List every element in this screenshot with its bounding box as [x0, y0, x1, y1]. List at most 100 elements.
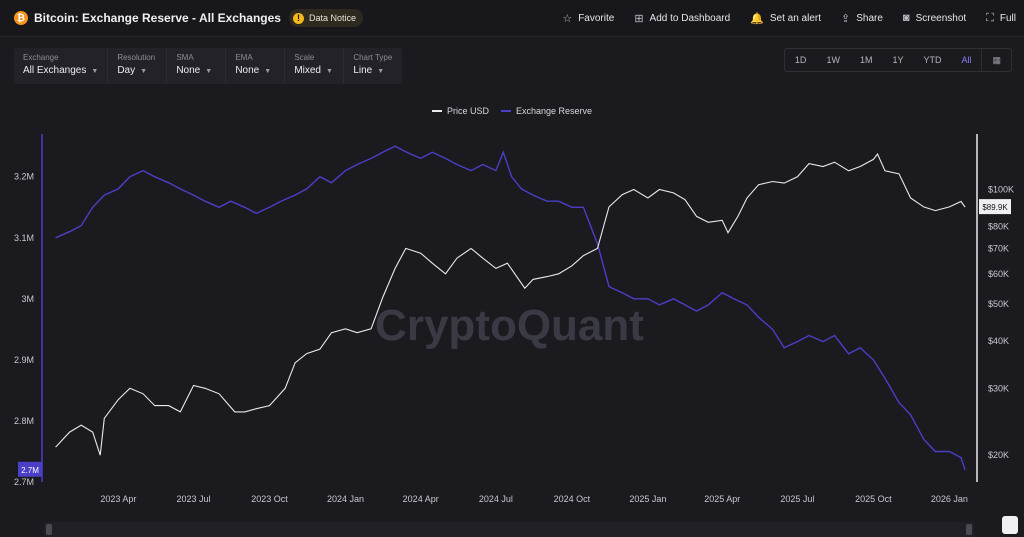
control-ema[interactable]: EMA None ▼ — [226, 48, 286, 84]
left-tick-label: 2.9M — [14, 355, 34, 365]
control-sma[interactable]: SMA None ▼ — [167, 48, 227, 84]
control-resolution[interactable]: Resolution Day ▼ — [108, 48, 168, 84]
action-label: Share — [856, 12, 883, 24]
range-all[interactable]: All — [961, 55, 972, 65]
warning-icon: ! — [292, 12, 304, 24]
range-1m[interactable]: 1M — [859, 55, 873, 65]
bell-icon: 🔔 — [750, 12, 764, 25]
data-notice-label: Data Notice — [308, 13, 357, 23]
top-bar: ₿ Bitcoin: Exchange Reserve - All Exchan… — [0, 0, 1024, 37]
right-tick-label: $30K — [988, 383, 1009, 393]
chart-navigator[interactable] — [44, 522, 974, 537]
legend-swatch-reserve — [500, 110, 511, 112]
control-value: None ▼ — [176, 65, 213, 76]
range-1w[interactable]: 1W — [826, 55, 840, 65]
right-tick-label: $60K — [988, 269, 1009, 279]
left-tick-label: 3.1M — [14, 233, 34, 243]
control-value: Day ▼ — [117, 65, 148, 76]
legend-exchange-reserve[interactable]: Exchange Reserve — [500, 106, 593, 116]
control-label: Scale — [294, 53, 315, 62]
left-tick-label: 2.7M — [14, 477, 34, 487]
control-chart-type[interactable]: Chart Type Line ▼ — [344, 48, 402, 84]
set-an-alert-button[interactable]: 🔔 Set an alert — [750, 12, 821, 25]
data-notice-button[interactable]: ! Data Notice — [288, 9, 364, 27]
chevron-down-icon: ▼ — [326, 68, 333, 75]
camera-icon: ◙ — [902, 12, 910, 24]
action-label: Full — [999, 12, 1016, 24]
control-label: SMA — [176, 53, 194, 62]
x-tick-label: 2023 Apr — [100, 494, 136, 504]
range-ytd[interactable]: YTD — [923, 55, 942, 65]
action-label: Screenshot — [915, 12, 967, 24]
left-tick-label: 3.2M — [14, 172, 34, 182]
navigator-handle-right[interactable] — [966, 524, 972, 535]
x-tick-label: 2023 Jul — [177, 494, 211, 504]
current-price-badge — [979, 199, 1011, 215]
page-title: Bitcoin: Exchange Reserve - All Exchange… — [34, 11, 281, 25]
current-price-label: $89.9K — [982, 203, 1008, 212]
x-tick-label: 2023 Oct — [251, 494, 288, 504]
current-reserve-label: 2.7M — [21, 466, 39, 475]
action-label: Set an alert — [769, 12, 822, 24]
range-selector: 1D 1W 1M 1Y YTD All ▦ — [783, 48, 1012, 72]
control-label: EMA — [235, 53, 253, 62]
right-tick-label: $80K — [988, 221, 1009, 231]
favorite-button[interactable]: ☆ Favorite — [562, 12, 614, 25]
bitcoin-icon: ₿ — [14, 11, 28, 25]
current-reserve-badge — [18, 461, 42, 477]
price-usd-line[interactable] — [55, 152, 966, 456]
control-label: Chart Type — [353, 53, 393, 62]
legend-swatch-price — [431, 110, 442, 112]
chart-canvas[interactable]: CryptoQuant3.2M3.1M3M2.9M2.8M2.7M$100K$9… — [0, 120, 1024, 520]
action-label: Favorite — [578, 12, 615, 24]
add-to-dashboard-button[interactable]: ⊞ Add to Dashboard — [634, 12, 730, 25]
right-tick-label: $50K — [988, 299, 1009, 309]
control-value: None ▼ — [235, 65, 272, 76]
right-tick-label: $40K — [988, 336, 1009, 346]
right-tick-label: $20K — [988, 450, 1009, 460]
navigator-handle-left[interactable] — [46, 524, 52, 535]
chevron-down-icon: ▼ — [264, 68, 272, 75]
share-button[interactable]: ⇪ Share — [841, 12, 883, 25]
control-exchange[interactable]: Exchange All Exchanges ▼ — [14, 48, 109, 84]
chart-controls: Exchange All Exchanges ▼ Resolution Day ▼ SMA N… — [14, 48, 403, 84]
left-tick-label: 3M — [21, 294, 34, 304]
range-1y[interactable]: 1Y — [892, 55, 904, 65]
fullscreen-icon: ⛶ — [986, 11, 994, 24]
control-value: Mixed ▼ — [294, 65, 333, 76]
x-tick-label: 2024 Jul — [479, 494, 513, 504]
legend-label-price: Price USD — [446, 106, 489, 116]
screenshot-button[interactable]: ◙ Screenshot — [903, 12, 966, 24]
action-label: Add to Dashboard — [649, 12, 731, 24]
legend-price-usd[interactable]: Price USD — [431, 106, 489, 116]
control-label: Resolution — [117, 53, 156, 62]
x-tick-label: 2024 Jan — [327, 494, 364, 504]
share-icon: ⇪ — [841, 12, 851, 25]
star-icon: ☆ — [562, 12, 573, 25]
control-value: All Exchanges ▼ — [23, 65, 99, 76]
control-scale[interactable]: Scale Mixed ▼ — [285, 48, 345, 84]
control-value: Line ▼ — [353, 65, 385, 76]
x-tick-label: 2024 Oct — [554, 494, 591, 504]
exchange-reserve-line[interactable] — [55, 145, 966, 471]
right-tick-label: $100K — [988, 185, 1014, 195]
calendar-icon[interactable]: ▦ — [981, 49, 1011, 71]
x-tick-label: 2026 Jan — [931, 494, 968, 504]
dashboard-add-icon: ⊞ — [634, 12, 644, 25]
chevron-down-icon: ▼ — [91, 68, 99, 75]
x-tick-label: 2025 Jan — [629, 494, 666, 504]
x-tick-label: 2025 Oct — [855, 494, 892, 504]
legend-label-reserve: Exchange Reserve — [515, 106, 593, 116]
watermark: CryptoQuant — [375, 301, 644, 350]
range-1d[interactable]: 1D — [794, 55, 807, 65]
x-tick-label: 2024 Apr — [403, 494, 439, 504]
x-tick-label: 2025 Jul — [780, 494, 814, 504]
chart-legend: Price USD Exchange Reserve — [0, 106, 1024, 116]
header-actions: ☆ Favorite ⊞ Add to Dashboard 🔔 Set an alert ⇪… — [542, 0, 1016, 36]
full-button[interactable]: ⛶ Full — [986, 12, 1016, 25]
chevron-down-icon: ▼ — [205, 68, 213, 75]
chevron-down-icon: ▼ — [140, 68, 148, 75]
left-tick-label: 2.8M — [14, 416, 34, 426]
x-tick-label: 2025 Apr — [704, 494, 740, 504]
lock-icon[interactable] — [1002, 516, 1018, 534]
